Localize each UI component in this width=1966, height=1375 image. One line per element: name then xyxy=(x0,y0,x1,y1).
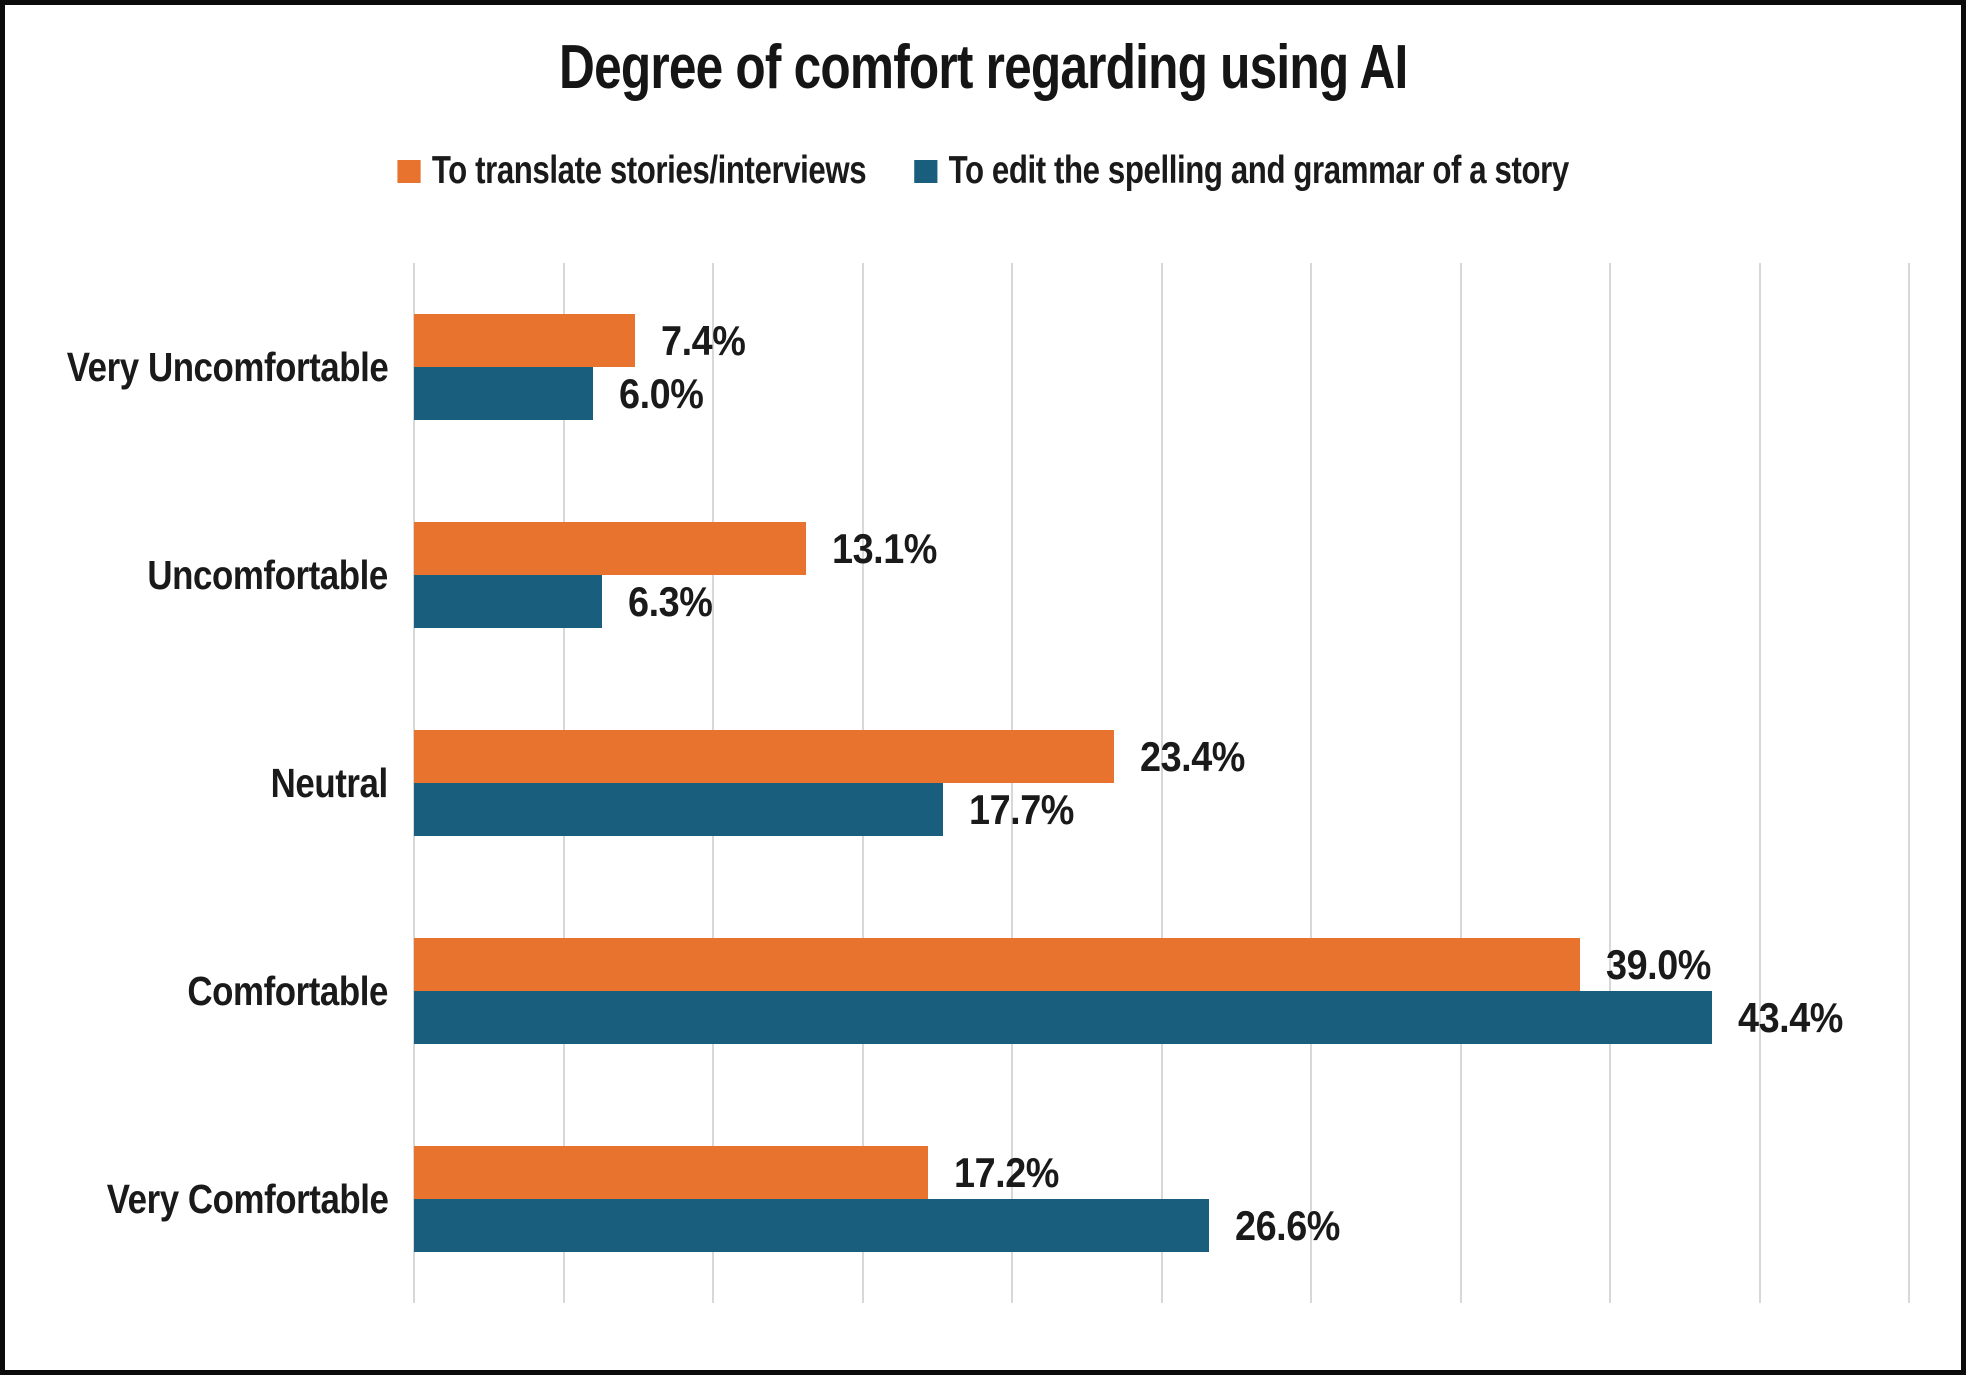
chart-title: Degree of comfort regarding using AI xyxy=(558,33,1408,102)
value-label: 26.6% xyxy=(1235,1201,1341,1249)
value-label: 23.4% xyxy=(1139,732,1245,780)
category-label: Very Comfortable xyxy=(106,1175,388,1222)
category-label: Neutral xyxy=(270,759,389,806)
bar-line: 13.1% xyxy=(414,522,1909,575)
bar-group: 13.1% 6.3% xyxy=(414,471,1909,679)
legend-swatch-blue-icon xyxy=(914,159,938,183)
bar-group: 7.4% 6.0% xyxy=(414,263,1909,471)
value-label: 13.1% xyxy=(831,524,937,572)
title-row: Degree of comfort regarding using AI xyxy=(5,32,1961,103)
bar-translate xyxy=(414,1146,929,1199)
bar-line: 17.7% xyxy=(414,783,1909,836)
category-label-slot: Very Comfortable xyxy=(5,1095,414,1303)
bar-line: 7.4% xyxy=(414,314,1909,367)
bar-edit xyxy=(414,1199,1210,1252)
gridline xyxy=(1011,263,1013,1303)
bar-translate xyxy=(414,314,636,367)
legend-label-edit: To edit the spelling and grammar of a st… xyxy=(948,149,1569,192)
bar-group: 23.4% 17.7% xyxy=(414,679,1909,887)
value-label: 39.0% xyxy=(1606,940,1712,988)
value-label: 6.0% xyxy=(619,369,704,417)
category-label-slot: Comfortable xyxy=(5,887,414,1095)
value-label: 43.4% xyxy=(1737,993,1843,1041)
legend-swatch-orange-icon xyxy=(397,159,421,183)
plot-region: Very Uncomfortable Uncomfortable Neutral Co… xyxy=(5,263,1961,1303)
gridline xyxy=(1160,263,1163,1303)
gridline xyxy=(1758,263,1761,1303)
legend: To translate stories/interviews To edit … xyxy=(5,149,1961,193)
bar-line: 23.4% xyxy=(414,730,1909,783)
value-label: 6.3% xyxy=(628,577,713,625)
legend-item-translate: To translate stories/interviews xyxy=(397,149,866,193)
bar-translate xyxy=(414,938,1581,991)
bar-translate xyxy=(414,522,806,575)
bar-translate xyxy=(414,730,1114,783)
bar-groups: 7.4% 6.0% 13.1% 6.3% 23.4% 17.7% 39.0% 43.4% 17.… xyxy=(414,263,1909,1303)
bar-edit xyxy=(414,991,1712,1044)
legend-inner: To translate stories/interviews To edit … xyxy=(397,149,1569,193)
category-label-slot: Very Uncomfortable xyxy=(5,263,414,471)
bar-edit xyxy=(414,367,594,420)
category-label-slot: Uncomfortable xyxy=(5,471,414,679)
gridline xyxy=(1310,263,1312,1303)
bar-group: 39.0% 43.4% xyxy=(414,887,1909,1095)
gridline xyxy=(1908,263,1910,1303)
gridline xyxy=(1459,263,1462,1303)
value-label: 17.7% xyxy=(969,785,1075,833)
legend-item-edit: To edit the spelling and grammar of a st… xyxy=(914,149,1569,193)
bar-line: 39.0% xyxy=(414,938,1909,991)
category-label-slot: Neutral xyxy=(5,679,414,887)
bar-line: 26.6% xyxy=(414,1199,1909,1252)
bar-edit xyxy=(414,783,944,836)
category-axis: Very Uncomfortable Uncomfortable Neutral Co… xyxy=(5,263,414,1303)
value-label: 17.2% xyxy=(954,1148,1060,1196)
value-label: 7.4% xyxy=(661,316,746,364)
bar-group: 17.2% 26.6% xyxy=(414,1095,1909,1303)
legend-label-translate: To translate stories/interviews xyxy=(431,149,867,192)
bar-line: 17.2% xyxy=(414,1146,1909,1199)
category-label: Comfortable xyxy=(187,967,388,1014)
bar-line: 6.3% xyxy=(414,575,1909,628)
gridline xyxy=(1609,263,1611,1303)
bar-line: 6.0% xyxy=(414,367,1909,420)
bar-line: 43.4% xyxy=(414,991,1909,1044)
bar-edit xyxy=(414,575,603,628)
category-label: Very Uncomfortable xyxy=(66,343,388,390)
category-label: Uncomfortable xyxy=(147,551,389,598)
plot-area: 7.4% 6.0% 13.1% 6.3% 23.4% 17.7% 39.0% 43.4% 17.… xyxy=(413,263,1910,1303)
